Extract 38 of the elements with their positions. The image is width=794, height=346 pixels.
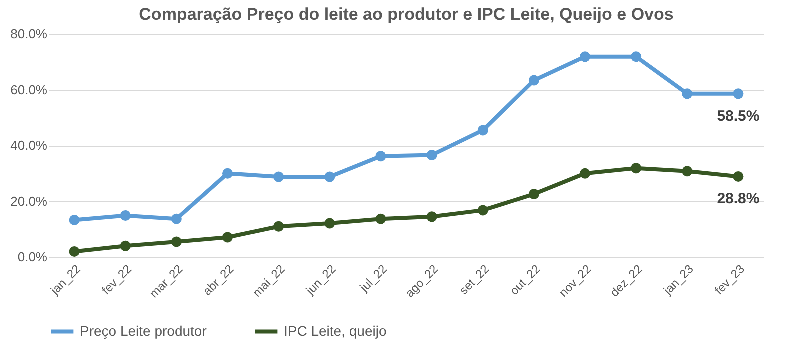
point [478,125,488,136]
legend-label: Preço Leite produtor [80,322,208,339]
y-tick-label: 20.0% [10,194,48,209]
point [631,52,642,62]
point [171,236,182,248]
point [171,214,182,224]
point [120,240,131,252]
y-tick-label: 80.0% [10,26,48,42]
point [580,168,590,179]
point [69,214,80,226]
point [426,212,438,222]
point [682,88,693,100]
point [478,205,488,216]
point [274,221,284,232]
y-tick-label: 40.0% [10,138,48,153]
point [120,210,131,221]
point [528,75,540,86]
data-label: 28.8% [717,190,760,208]
point [528,189,540,200]
point [426,150,438,160]
chart-title: Comparação Preço do leite ao produtor e IPC Leite, Queijo e Ovos [139,5,674,24]
point [733,88,744,100]
y-tick-label: 60.0% [10,82,48,98]
point [733,171,744,182]
point [580,52,590,62]
point [222,168,233,179]
data-label: 58.5% [717,108,760,125]
point [69,246,80,257]
point [324,172,336,182]
point [376,151,386,162]
point [324,218,336,229]
point [631,163,642,174]
point [682,166,693,177]
point [222,232,233,243]
y-tick-label: 0.0% [18,250,48,264]
legend-label: IPC Leite, queijo [284,322,387,339]
point [376,214,386,224]
point [274,172,284,182]
